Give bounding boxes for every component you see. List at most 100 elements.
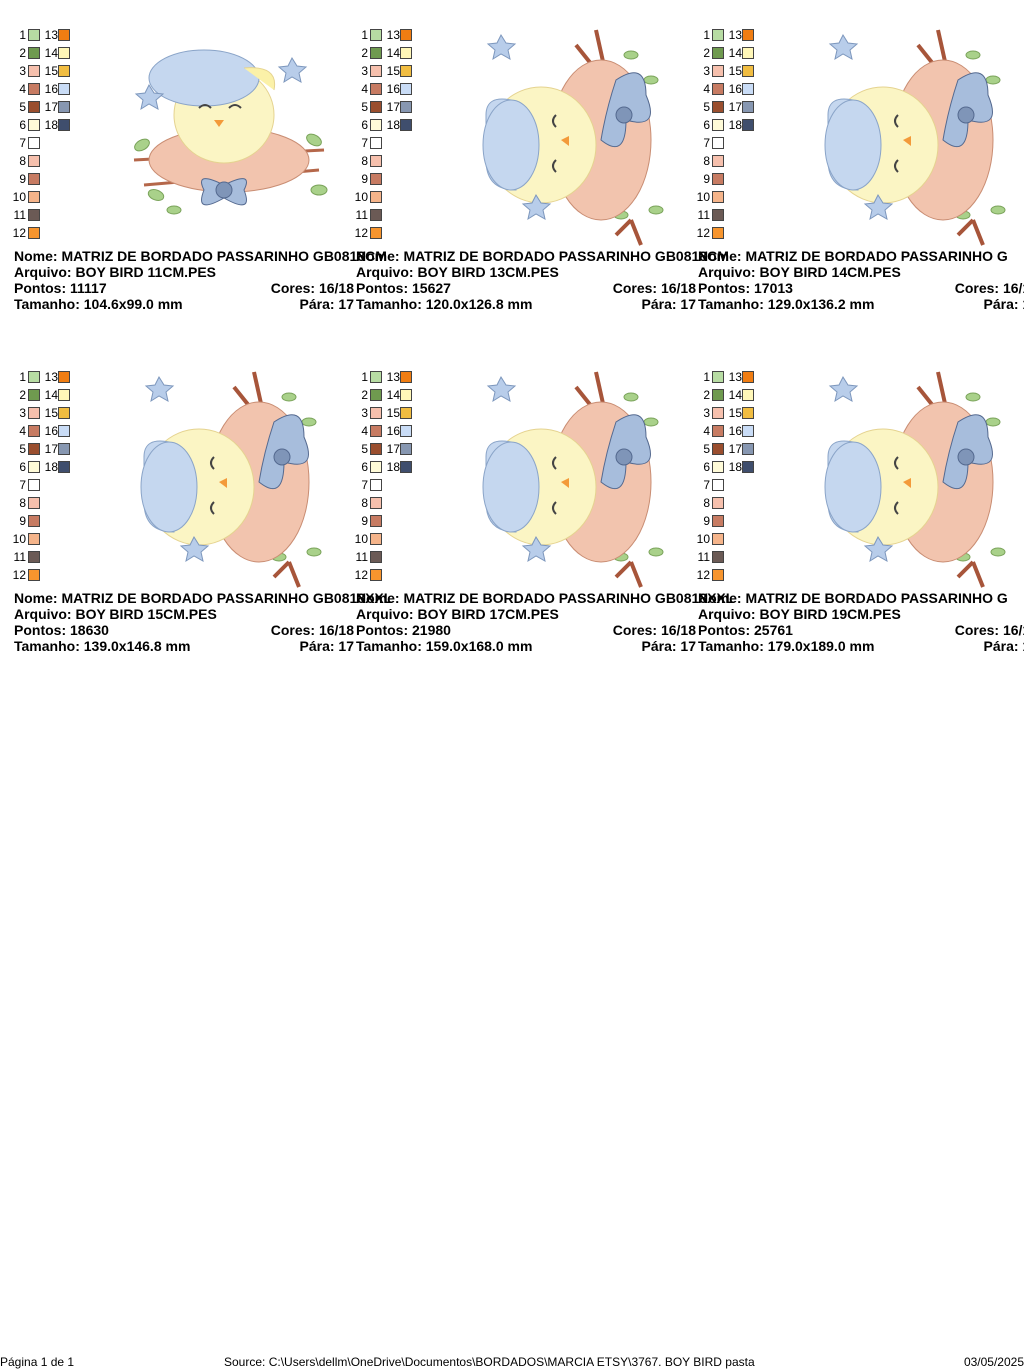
nome-label: Nome:: [14, 248, 58, 264]
design-card: 1 13 2 14 3 15 4 16 5 17 6 18 7 8 9 10 11 12 Nome: MATRIZ…: [697, 20, 1024, 350]
color-number: 14: [44, 46, 58, 60]
color-swatch: [712, 371, 724, 383]
design-size: 120.0x126.8 mm: [425, 296, 533, 312]
tamanho-label: Tamanho:: [698, 296, 764, 312]
color-swatch: [58, 65, 70, 77]
color-palette: 1 13 2 14 3 15 4 16 5 17 6 18 7 8 9 10 11 12: [13, 362, 84, 582]
color-count: 16/18: [1002, 280, 1024, 296]
color-number: 18: [728, 118, 742, 132]
design-name: MATRIZ DE BORDADO PASSARINHO G: [745, 248, 1008, 264]
color-number: 15: [44, 406, 58, 420]
color-swatch: [712, 407, 724, 419]
arquivo-label: Arquivo:: [698, 606, 756, 622]
color-swatch: [742, 47, 754, 59]
color-number: 8: [703, 496, 710, 510]
color-swatch: [28, 515, 40, 527]
color-swatch: [400, 425, 412, 437]
color-number: 18: [386, 118, 400, 132]
design-name: MATRIZ DE BORDADO PASSARINHO GB0818XXL: [403, 590, 735, 606]
color-swatch: [712, 173, 724, 185]
color-swatch: [712, 47, 724, 59]
design-size: 139.0x146.8 mm: [83, 638, 191, 654]
stop-count: 17: [338, 296, 354, 312]
color-palette: 1 13 2 14 3 15 4 16 5 17 6 18 7 8 9 10 11 12: [355, 20, 426, 240]
nome-label: Nome:: [356, 248, 400, 264]
color-number: 11: [13, 550, 26, 564]
arquivo-label: Arquivo:: [356, 606, 414, 622]
color-number: 17: [44, 100, 58, 114]
color-number: 17: [386, 100, 400, 114]
color-swatch: [28, 479, 40, 491]
arquivo-label: Arquivo:: [14, 264, 72, 280]
design-name: MATRIZ DE BORDADO PASSARINHO GB0818CM: [61, 248, 387, 264]
color-number: 3: [19, 406, 26, 420]
color-swatch: [400, 83, 412, 95]
color-swatch: [370, 425, 382, 437]
color-swatch: [58, 119, 70, 131]
color-swatch: [28, 569, 40, 581]
color-swatch: [400, 101, 412, 113]
color-number: 6: [19, 460, 26, 474]
color-number: 18: [44, 460, 58, 474]
color-number: 15: [44, 64, 58, 78]
pontos-label: Pontos:: [356, 280, 409, 296]
design-size: 104.6x99.0 mm: [83, 296, 183, 312]
color-swatch: [370, 119, 382, 131]
color-number: 12: [12, 568, 26, 582]
color-palette: 1 13 2 14 3 15 4 16 5 17 6 18 7 8 9 10 11 12: [697, 362, 768, 582]
file-name: BOY BIRD 17CM.PES: [417, 606, 559, 622]
color-number: 13: [386, 370, 400, 384]
color-number: 3: [361, 406, 368, 420]
color-number: 8: [361, 496, 368, 510]
color-count: 16/18: [660, 280, 696, 296]
color-swatch: [742, 407, 754, 419]
color-number: 7: [703, 136, 710, 150]
color-number: 14: [386, 388, 400, 402]
color-number: 9: [703, 514, 710, 528]
color-number: 11: [355, 550, 368, 564]
nome-label: Nome:: [356, 590, 400, 606]
color-swatch: [28, 497, 40, 509]
color-swatch: [712, 155, 724, 167]
color-number: 13: [44, 28, 58, 42]
color-number: 12: [12, 226, 26, 240]
color-number: 15: [386, 406, 400, 420]
color-swatch: [400, 47, 412, 59]
stop-count: 17: [1022, 638, 1024, 654]
color-number: 6: [361, 460, 368, 474]
color-swatch: [28, 101, 40, 113]
color-number: 1: [703, 28, 710, 42]
color-number: 4: [361, 82, 368, 96]
color-swatch: [370, 191, 382, 203]
color-number: 14: [728, 388, 742, 402]
color-swatch: [28, 173, 40, 185]
color-swatch: [370, 83, 382, 95]
color-swatch: [28, 551, 40, 563]
color-number: 14: [44, 388, 58, 402]
color-swatch: [28, 371, 40, 383]
color-number: 4: [703, 82, 710, 96]
design-name: MATRIZ DE BORDADO PASSARINHO GB0818CM: [403, 248, 729, 264]
color-swatch: [370, 497, 382, 509]
color-number: 12: [354, 226, 368, 240]
color-number: 3: [703, 406, 710, 420]
color-number: 16: [386, 82, 400, 96]
file-name: BOY BIRD 13CM.PES: [417, 264, 559, 280]
color-number: 16: [44, 82, 58, 96]
color-number: 15: [386, 64, 400, 78]
page-number: Página 1 de 1: [0, 1355, 75, 1369]
color-number: 15: [728, 406, 742, 420]
color-swatch: [742, 425, 754, 437]
color-number: 16: [386, 424, 400, 438]
color-swatch: [712, 389, 724, 401]
color-number: 18: [386, 460, 400, 474]
color-swatch: [742, 443, 754, 455]
cores-label: Cores:: [270, 622, 316, 638]
color-number: 16: [728, 424, 742, 438]
color-number: 13: [44, 370, 58, 384]
file-name: BOY BIRD 14CM.PES: [759, 264, 901, 280]
color-swatch: [370, 569, 382, 581]
design-size: 159.0x168.0 mm: [425, 638, 533, 654]
color-number: 6: [19, 118, 26, 132]
color-swatch: [712, 515, 724, 527]
